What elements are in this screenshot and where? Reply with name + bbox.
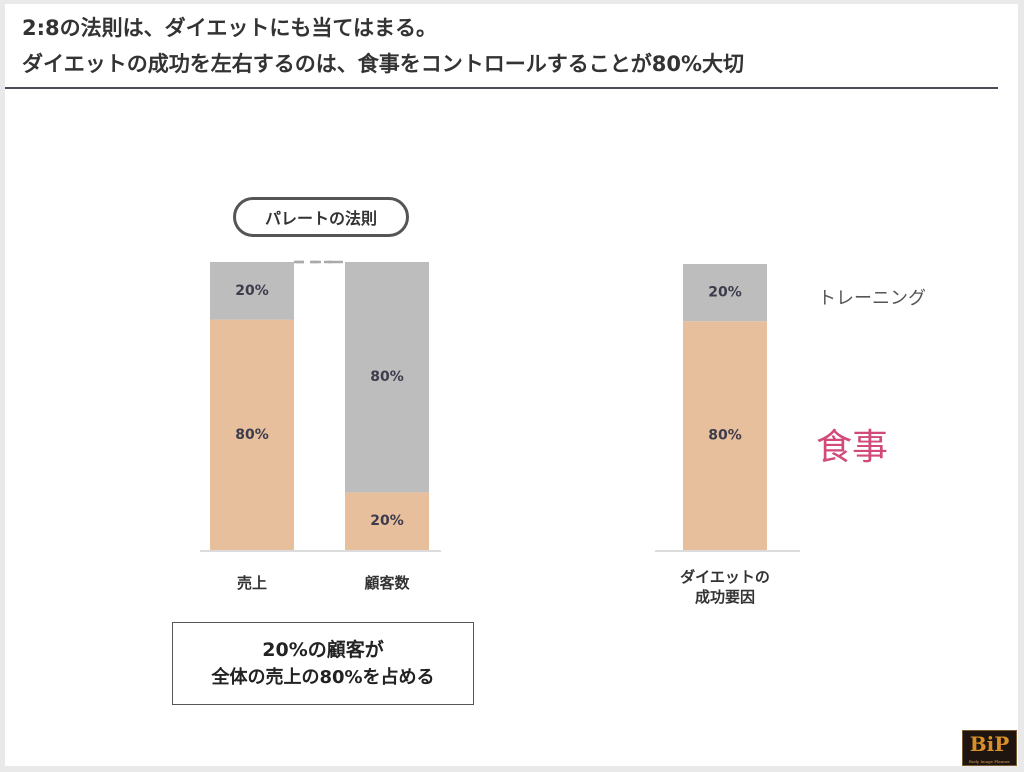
chart2-data-label-0-0: 80% [708,428,742,444]
chart1-bar-0-seg-0 [210,319,294,550]
callout-line-2: 全体の売上の80%を占める [211,666,435,688]
title-divider [5,87,998,89]
chart1-data-label-1-1: 80% [370,369,404,385]
chart1-category-label-1: 顧客数 [364,574,410,592]
chart2-category-label-0-line-1: 成功要因 [695,588,755,606]
slide: 2:8の法則は、ダイエットにも当てはまる。 ダイエットの成功を左右するのは、食事… [5,4,1018,766]
callout-line-1: 20%の顧客が [262,638,384,661]
logo-subtext: Body Image Planner [968,759,1011,764]
chart1-bar-0-seg-1 [210,262,294,320]
chart2-data-label-0-1: 20% [708,285,742,301]
logo-text: BiP [969,732,1010,756]
pareto-callout-box: 20%の顧客が 全体の売上の80%を占める [172,622,474,705]
training-label: トレーニング [818,288,926,309]
page-title-line-2: ダイエットの成功を左右するのは、食事をコントロールすることが80%大切 [22,52,745,76]
chart1-bar-1-seg-0 [345,492,429,550]
chart2-category-label-0-line-0: ダイエットの [680,568,770,586]
pareto-rule-label: パレートの法則 [233,197,409,237]
chart2-bar-0-seg-1 [683,264,767,322]
chart1-data-label-0-0: 80% [235,427,269,443]
page-title-line-1: 2:8の法則は、ダイエットにも当てはまる。 [22,16,437,40]
bip-logo: BiP Body Image Planner [962,730,1017,766]
chart2-bar-0-seg-0 [683,321,767,550]
chart1-bar-1-seg-1 [345,262,429,493]
chart1-data-label-0-1: 20% [235,283,269,299]
chart1-category-label-0: 売上 [237,574,267,592]
meal-label: 食事 [816,427,889,468]
chart1-data-label-1-0: 20% [370,513,404,529]
